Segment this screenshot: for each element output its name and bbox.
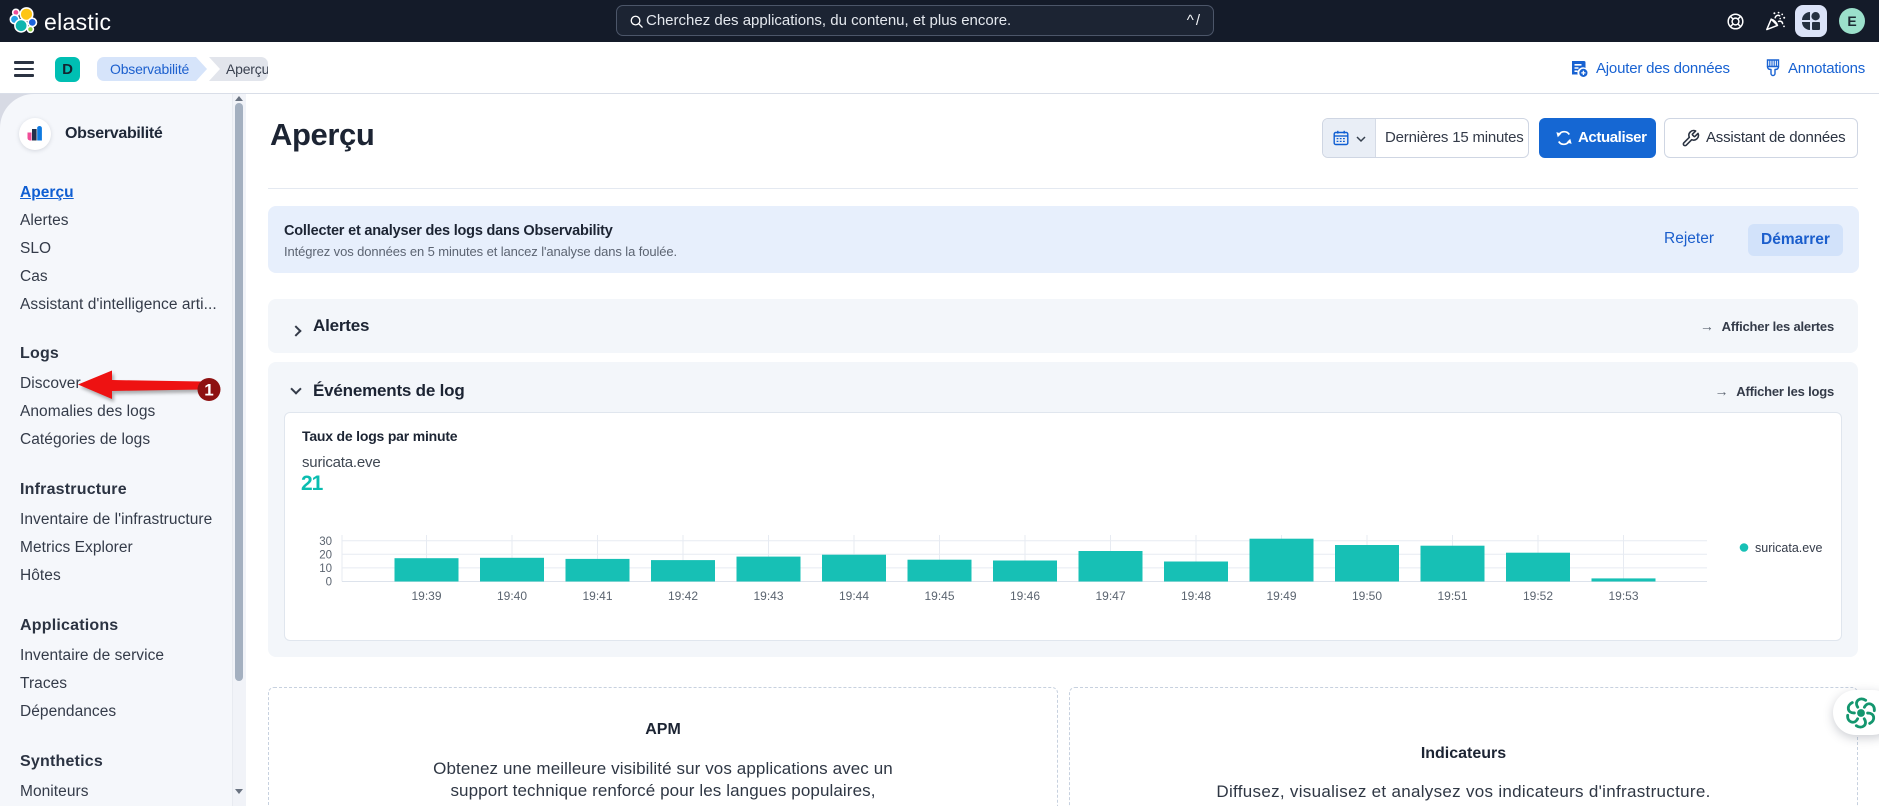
svg-text:19:51: 19:51 xyxy=(1437,589,1467,603)
svg-text:19:43: 19:43 xyxy=(753,589,783,603)
svg-text:19:45: 19:45 xyxy=(924,589,954,603)
svg-text:30: 30 xyxy=(319,536,332,548)
svg-text:19:44: 19:44 xyxy=(839,589,869,603)
svg-text:19:52: 19:52 xyxy=(1523,589,1553,603)
svg-text:19:49: 19:49 xyxy=(1266,589,1296,603)
svg-text:1: 1 xyxy=(204,381,213,400)
svg-text:20: 20 xyxy=(319,550,332,562)
svg-text:19:48: 19:48 xyxy=(1181,589,1211,603)
svg-text:0: 0 xyxy=(326,577,332,589)
svg-text:19:41: 19:41 xyxy=(582,589,612,603)
svg-text:19:39: 19:39 xyxy=(411,589,441,603)
svg-text:suricata.eve: suricata.eve xyxy=(1755,541,1822,555)
svg-text:10: 10 xyxy=(319,563,332,575)
svg-text:19:53: 19:53 xyxy=(1608,589,1638,603)
svg-text:19:50: 19:50 xyxy=(1352,589,1382,603)
svg-text:19:46: 19:46 xyxy=(1010,589,1040,603)
svg-text:19:42: 19:42 xyxy=(668,589,698,603)
svg-text:19:40: 19:40 xyxy=(497,589,527,603)
svg-text:19:47: 19:47 xyxy=(1095,589,1125,603)
